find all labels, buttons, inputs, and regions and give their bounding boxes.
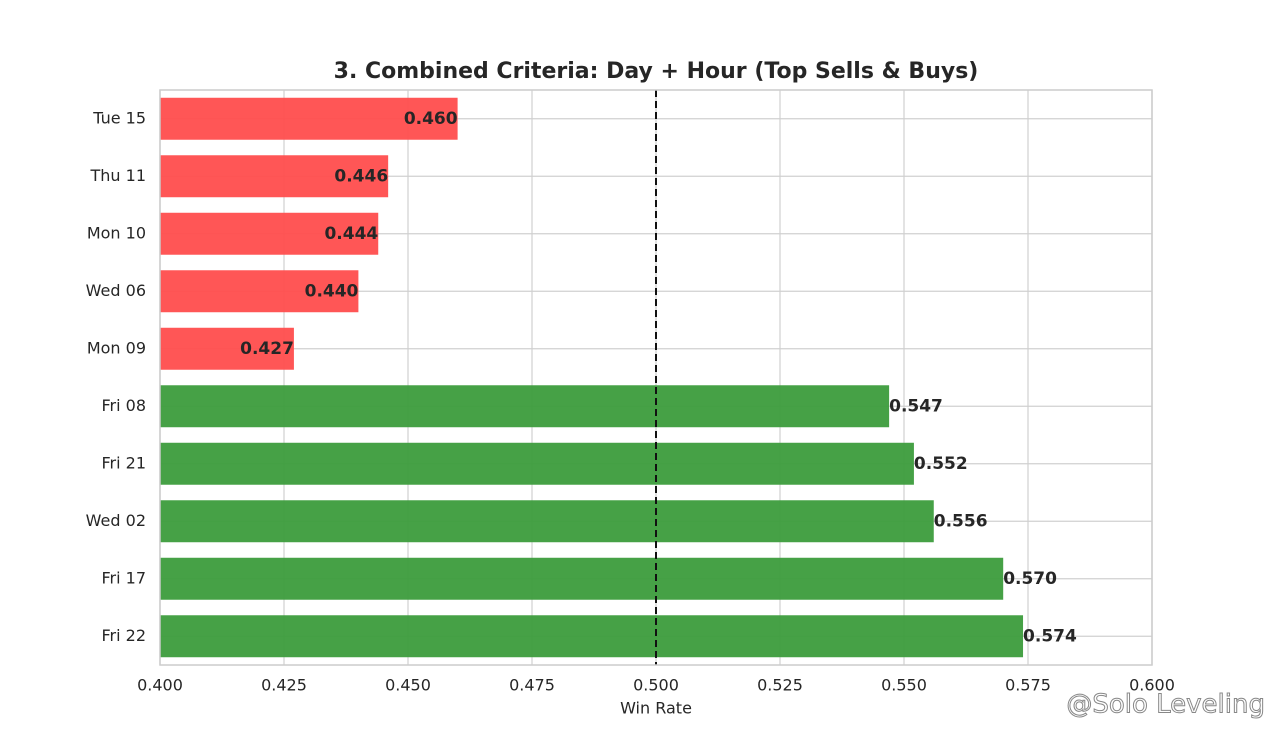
- bar: [160, 615, 1024, 658]
- x-tick-label: 0.500: [633, 676, 679, 695]
- x-axis-label: Win Rate: [620, 699, 692, 718]
- bar: [160, 500, 934, 543]
- bar: [160, 557, 1004, 600]
- y-tick-label: Fri 17: [101, 568, 146, 587]
- y-tick-label: Mon 10: [87, 223, 146, 242]
- chart-title: 3. Combined Criteria: Day + Hour (Top Se…: [334, 59, 979, 84]
- y-tick-label: Tue 15: [92, 108, 146, 127]
- data-label: 0.460: [404, 109, 458, 129]
- bar: [160, 385, 890, 428]
- data-label: 0.427: [240, 339, 294, 359]
- x-tick-label: 0.425: [261, 676, 307, 695]
- x-tick-label: 0.600: [1129, 676, 1175, 695]
- data-label: 0.570: [1003, 569, 1057, 589]
- bar: [160, 155, 389, 198]
- plot-frame: [159, 89, 1153, 666]
- bar: [160, 212, 379, 255]
- x-tick-label: 0.575: [1005, 676, 1051, 695]
- bar: [160, 97, 458, 140]
- data-label: 0.574: [1023, 626, 1077, 646]
- x-tick-label: 0.450: [385, 676, 431, 695]
- data-label: 0.552: [914, 454, 968, 474]
- y-tick-label: Wed 06: [86, 281, 146, 300]
- y-tick-label: Fri 22: [101, 626, 146, 645]
- x-tick-label: 0.550: [881, 676, 927, 695]
- data-label: 0.547: [889, 396, 943, 416]
- data-label: 0.440: [305, 281, 359, 301]
- y-tick-label: Wed 02: [86, 511, 146, 530]
- x-tick-label: 0.475: [509, 676, 555, 695]
- data-label: 0.444: [324, 224, 378, 244]
- y-tick-label: Mon 09: [87, 338, 146, 357]
- watermark: @Solo Leveling: [1066, 690, 1265, 720]
- data-label: 0.556: [934, 511, 988, 531]
- bar: [160, 442, 914, 485]
- bar: [160, 270, 359, 313]
- x-tick-label: 0.400: [137, 676, 183, 695]
- data-label: 0.446: [334, 166, 388, 186]
- bar: [160, 327, 294, 370]
- y-tick-label: Fri 21: [101, 453, 146, 472]
- y-tick-label: Thu 11: [90, 166, 147, 185]
- y-tick-label: Fri 08: [101, 396, 146, 415]
- x-tick-label: 0.525: [757, 676, 803, 695]
